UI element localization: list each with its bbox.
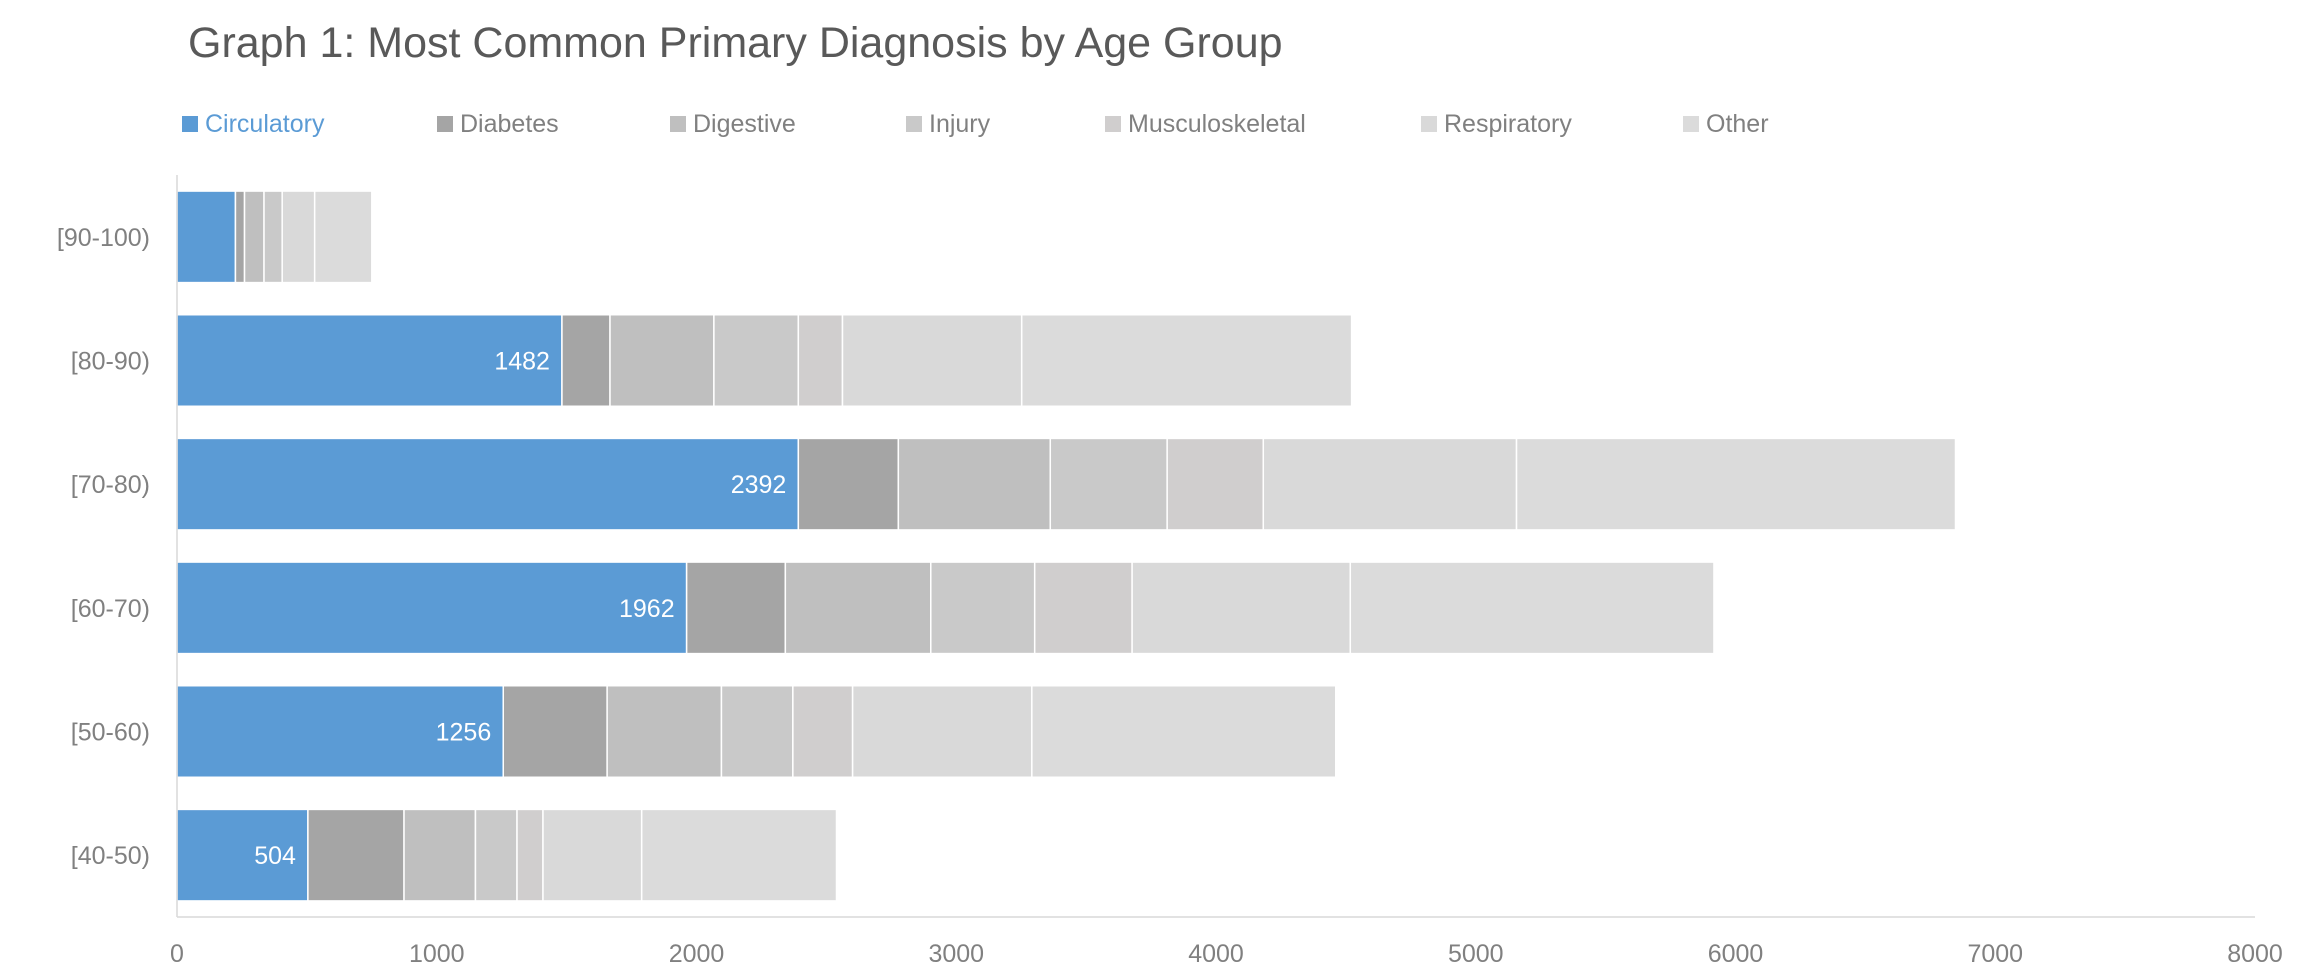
bar-diabetes-50-60 [502, 684, 608, 779]
legend-label-respiratory: Respiratory [1444, 110, 1572, 138]
bar-musculoskeletal-70-80 [1166, 437, 1265, 531]
bar-digestive-80-90 [609, 313, 715, 408]
bar-other-90-100 [313, 190, 373, 284]
bar-musculoskeletal-60-70 [1033, 561, 1133, 655]
bar-circulatory-60-70 [176, 561, 688, 655]
y-axis: [40-50) [50-60) [60-70) [70-80) [80-90) [90-1… [57, 175, 178, 917]
legend-swatch-musculoskeletal [1105, 116, 1121, 132]
legend-label-circulatory: Circulatory [205, 110, 325, 138]
x-tick-label-5000: 5000 [1448, 940, 1504, 968]
legend-swatch-circulatory [182, 116, 198, 132]
y-tick-label-70-80: [70-80) [71, 471, 150, 499]
bars [176, 190, 1957, 902]
legend-swatch-injury [906, 116, 922, 132]
bar-circulatory-90-100 [176, 190, 237, 284]
y-tick-label-40-50: [40-50) [71, 842, 150, 870]
data-label-70-80: 2392 [731, 471, 787, 499]
data-label-40-50: 504 [254, 842, 296, 870]
bar-respiratory-70-80 [1262, 437, 1518, 531]
bar-injury-40-50 [474, 808, 518, 902]
bar-digestive-40-50 [403, 808, 477, 902]
x-tick-label-0: 0 [170, 940, 184, 968]
legend-label-injury: Injury [929, 110, 991, 138]
bar-digestive-70-80 [897, 437, 1052, 531]
bar-injury-80-90 [713, 313, 800, 408]
legend: Circulatory Diabetes Digestive Injury Muscul… [182, 110, 1769, 138]
data-labels: 504 1256 1962 2392 1482 [254, 348, 786, 871]
x-tick-label-4000: 4000 [1188, 940, 1244, 968]
x-tick-label-7000: 7000 [1967, 940, 2023, 968]
bar-respiratory-90-100 [281, 190, 316, 284]
legend-label-diabetes: Diabetes [460, 110, 559, 138]
bar-respiratory-80-90 [841, 313, 1023, 408]
y-tick-label-50-60: [50-60) [71, 719, 150, 747]
bar-respiratory-60-70 [1131, 561, 1352, 655]
bar-other-60-70 [1349, 561, 1715, 655]
y-tick-label-80-90: [80-90) [71, 348, 150, 376]
x-tick-label-6000: 6000 [1708, 940, 1764, 968]
bar-digestive-50-60 [606, 684, 723, 779]
bar-other-50-60 [1031, 684, 1337, 779]
legend-swatch-other [1683, 116, 1699, 132]
bar-injury-60-70 [930, 561, 1036, 655]
bar-digestive-90-100 [243, 190, 265, 284]
bar-diabetes-60-70 [685, 561, 787, 655]
bar-musculoskeletal-40-50 [516, 808, 544, 902]
bar-respiratory-50-60 [851, 684, 1033, 779]
x-tick-label-8000: 8000 [2227, 940, 2283, 968]
legend-label-other: Other [1706, 110, 1769, 138]
bar-injury-70-80 [1049, 437, 1168, 531]
bar-diabetes-70-80 [797, 437, 900, 531]
chart-title: Graph 1: Most Common Primary Diagnosis b… [188, 19, 1283, 67]
legend-swatch-respiratory [1421, 116, 1437, 132]
bar-other-70-80 [1515, 437, 1957, 531]
x-tick-label-1000: 1000 [409, 940, 465, 968]
x-tick-label-2000: 2000 [669, 940, 725, 968]
bar-other-40-50 [640, 808, 838, 902]
data-label-50-60: 1256 [436, 719, 492, 747]
bar-diabetes-40-50 [307, 808, 405, 902]
bar-digestive-60-70 [784, 561, 932, 655]
y-tick-label-90-100: [90-100) [57, 224, 150, 252]
legend-swatch-digestive [670, 116, 686, 132]
legend-swatch-diabetes [437, 116, 453, 132]
data-label-60-70: 1962 [619, 595, 675, 623]
data-label-80-90: 1482 [494, 348, 550, 376]
bar-other-80-90 [1020, 313, 1353, 408]
bar-musculoskeletal-50-60 [792, 684, 854, 779]
bar-circulatory-40-50 [176, 808, 309, 902]
bar-injury-50-60 [720, 684, 794, 779]
bar-circulatory-80-90 [176, 313, 563, 408]
x-tick-label-3000: 3000 [928, 940, 984, 968]
bar-respiratory-40-50 [542, 808, 643, 902]
bar-musculoskeletal-80-90 [797, 313, 844, 408]
legend-label-digestive: Digestive [693, 110, 796, 138]
bar-diabetes-90-100 [234, 190, 246, 284]
bar-circulatory-70-80 [176, 437, 800, 531]
bar-injury-90-100 [263, 190, 283, 284]
x-axis: 0 1000 2000 3000 4000 5000 6000 7000 8000 [170, 916, 2283, 968]
legend-label-musculoskeletal: Musculoskeletal [1128, 110, 1306, 138]
bar-circulatory-50-60 [176, 684, 504, 779]
bar-diabetes-80-90 [561, 313, 611, 408]
y-tick-label-60-70: [60-70) [71, 595, 150, 623]
